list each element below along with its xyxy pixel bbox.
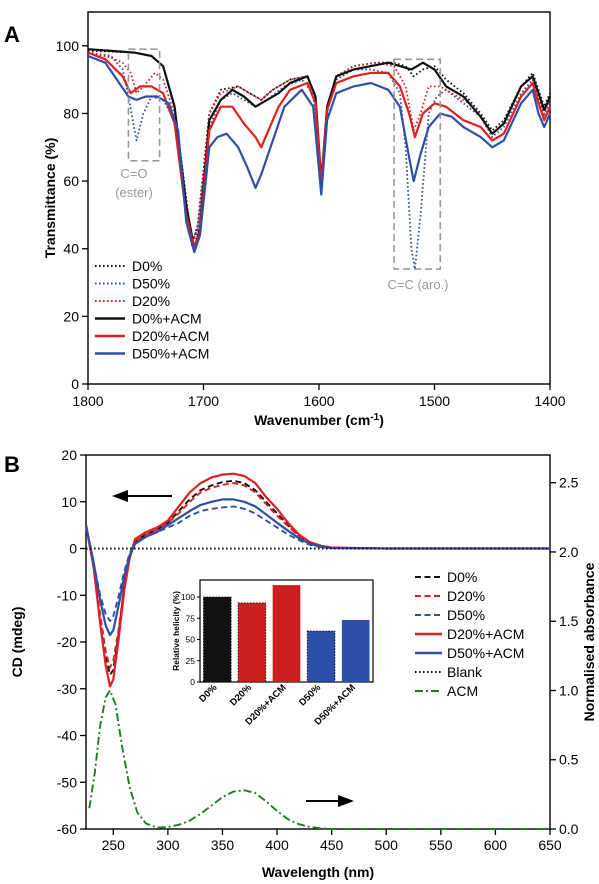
inset-y-tick-label: 0: [190, 677, 195, 687]
panel-b-ticks: 250 300 350 400 450 500 550 600 65020100-10-20-3…: [57, 447, 579, 853]
x-tick-label: 350: [211, 837, 235, 853]
y-tick-label: -40: [57, 728, 77, 744]
panel-b-x-axis-title: Wavelength (nm): [262, 864, 374, 880]
y-tick-label: 60: [63, 173, 79, 189]
panel-a-x-axis-title: Wavenumber (cm-1): [254, 412, 384, 428]
x-tick-label: 1800: [72, 393, 103, 409]
legend-label-d50pct-plus-acm: D50%+ACM: [132, 346, 209, 362]
legend-label-d20pct: D20%: [447, 588, 485, 604]
legend-label-d20pct-plus-acm: D20%+ACM: [447, 626, 524, 642]
panel-a-label: A: [4, 22, 20, 47]
series-line-d50pct-plus-acm: [87, 54, 552, 254]
y-tick-label: 40: [63, 241, 79, 257]
series-line-acm: [88, 689, 550, 830]
y-tick-label: 100: [56, 38, 80, 54]
y2-tick-label: 0.5: [559, 752, 579, 768]
right-axis-arrow: [306, 795, 354, 807]
panel-b-y-axis-title: CD (mdeg): [9, 607, 25, 678]
x-tick-label: 250: [102, 837, 126, 853]
panel-a-annotations: C=O (ester) C=C (aro.): [115, 48, 449, 292]
y-tick-label: 20: [63, 308, 79, 324]
aromatic-annotation-box: [393, 58, 442, 270]
y-tick-label: 20: [61, 447, 77, 463]
ester-annotation-line1: C=O: [120, 166, 147, 181]
left-axis-arrow: [112, 490, 172, 502]
y2-tick-label: 2.0: [559, 544, 579, 560]
panel-b-y2-axis-title: Normalised absorbance: [581, 562, 597, 721]
series-line-d50pct: [87, 51, 551, 270]
legend-label-d20pct: D20%: [132, 293, 170, 309]
y2-tick-label: 1.0: [559, 682, 579, 698]
aromatic-annotation-label: C=C (aro.): [387, 277, 448, 292]
legend-label-d50pct: D50%: [132, 276, 170, 292]
y2-tick-label: 0.0: [559, 821, 579, 837]
y-tick-label: -20: [57, 634, 77, 650]
inset-y-tick-label: 25: [186, 656, 196, 666]
inset-bar-d50pct: [306, 630, 336, 683]
panel-a-ticks: 1800 1700 1600 1500 1400 0 20 40 60 80 100: [56, 38, 566, 409]
legend-label-d50pct: D50%: [447, 607, 485, 623]
inset-category-label: D0%: [197, 682, 220, 705]
ester-annotation-line2: (ester): [115, 185, 153, 200]
legend-label-blank: Blank: [447, 664, 483, 680]
panel-b-label: B: [4, 452, 20, 477]
ester-annotation-box: [127, 48, 161, 162]
helicity-inset-chart: Relative helicity (%) 0 25 50 75 100 D0% D20% D…: [171, 579, 374, 728]
legend-label-d0pct: D0%: [447, 569, 477, 585]
panel-a-y-axis-title: Transmittance (%): [42, 138, 58, 259]
legend-label-d0pct: D0%: [132, 258, 162, 274]
y-tick-label: 80: [63, 105, 79, 121]
x-tick-label: 1600: [303, 393, 334, 409]
y-tick-label: 0: [69, 541, 77, 557]
series-line-d20pct-plus-acm: [87, 51, 552, 250]
inset-bar-d0pct: [203, 596, 232, 683]
inset-y-tick-label: 100: [181, 592, 195, 602]
x-tick-label: 400: [265, 837, 289, 853]
legend-label-d50pct-plus-acm: D50%+ACM: [447, 645, 524, 661]
x-tick-label: 650: [538, 837, 562, 853]
series-line-d50pct: [85, 505, 550, 622]
series-line-d20pct-plus-acm: [84, 472, 550, 688]
y-tick-label: 0: [71, 376, 79, 392]
inset-y-tick-label: 75: [186, 613, 196, 623]
x-tick-label: 1500: [419, 393, 450, 409]
y-tick-label: -50: [57, 774, 77, 790]
inset-y-tick-label: 50: [186, 635, 196, 645]
x-tick-label: 550: [429, 837, 453, 853]
legend-label-d0pct-plus-acm: D0%+ACM: [132, 311, 202, 327]
panel-b-legend: D0% D20% D50% D20%+ACM D50%+ACM Blank ACM: [415, 569, 524, 699]
inset-bar-d20pct: [237, 602, 267, 683]
y-tick-label: 10: [61, 494, 77, 510]
legend-label-acm: ACM: [447, 683, 478, 699]
x-tick-label: 300: [156, 837, 180, 853]
series-line-d50pct-plus-acm: [84, 498, 550, 637]
panel-b-series: [84, 472, 550, 830]
inset-y-axis-title: Relative helicity (%): [171, 591, 181, 671]
panel-a: A 1800 1700 1600 1500 1400 0 20 40 60 80 100 C=O (…: [4, 11, 566, 428]
x-tick-label: 600: [484, 837, 508, 853]
y-tick-label: -10: [57, 587, 77, 603]
x-tick-label: 1700: [188, 393, 219, 409]
inset-category-label: D20%: [228, 682, 254, 708]
legend-label-d20pct-plus-acm: D20%+ACM: [132, 328, 209, 344]
x-tick-label: 500: [375, 837, 399, 853]
inset-bar-d20pct-plus-acm: [272, 585, 301, 682]
inset-bar-d50pct-plus-acm: [341, 619, 370, 682]
panel-a-series: [87, 48, 552, 270]
y2-tick-label: 2.5: [559, 475, 579, 491]
y2-tick-label: 1.5: [559, 613, 579, 629]
inset-category-label: D50%: [297, 682, 323, 708]
x-tick-label: 450: [320, 837, 344, 853]
y-tick-label: -60: [57, 821, 77, 837]
y-tick-label: -30: [57, 681, 77, 697]
panel-b: B 250 300 350 400 450 500 550 600 65020100-10-20…: [4, 447, 597, 880]
x-tick-label: 1400: [534, 393, 565, 409]
